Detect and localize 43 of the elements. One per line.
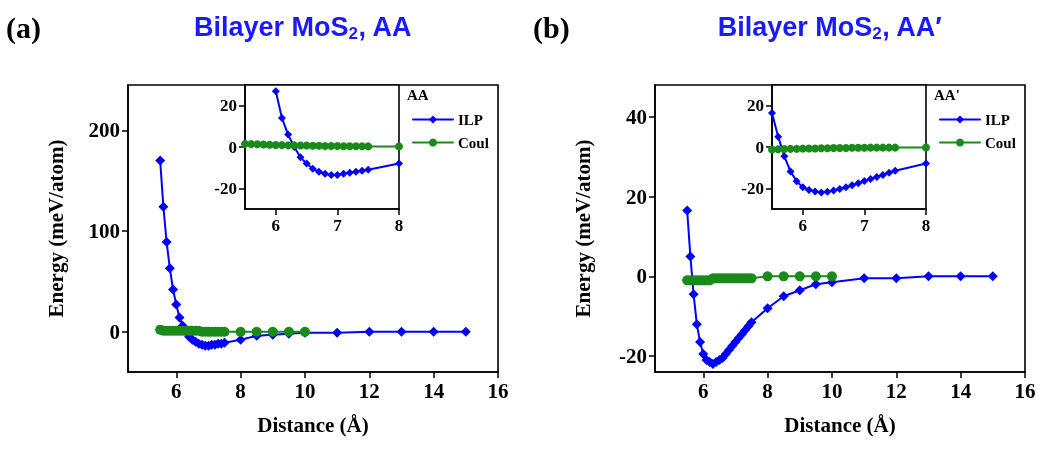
x-tick-label: 8 [921,216,931,235]
y-tick-label: 0 [755,137,764,157]
x-tick-label: 8 [235,378,246,403]
x-tick-label: 7 [333,216,343,235]
y-tick-label: 200 [88,118,120,143]
x-tick-label: 8 [762,378,773,403]
legend-title: AA' [934,86,960,103]
x-tick-label: 14 [423,378,445,403]
x-tick-label: 8 [394,216,404,235]
x-tick-label: 6 [798,216,808,235]
x-tick-label: 6 [271,216,281,235]
y-tick-label: 100 [88,219,120,244]
x-tick-label: 10 [821,378,843,403]
x-tick-label: 16 [487,378,509,403]
y-axis-title: Energy (meV/atom) [570,139,595,318]
x-tick-label: 16 [1014,378,1036,403]
y-tick-label: 20 [747,96,764,116]
legend-label: ILP [985,111,1011,128]
x-axis-title: Distance (Å) [257,412,369,437]
y-axis-title: Energy (meV/atom) [43,139,68,318]
legend-title: AA [407,86,429,103]
y-tick-label: 20 [626,184,647,209]
x-tick-label: 6 [698,378,709,403]
y-tick-label: 0 [109,319,120,344]
x-tick-label: 10 [294,378,316,403]
y-tick-label: 0 [636,264,647,289]
x-tick-label: 14 [950,378,972,403]
y-tick-label: -20 [619,344,647,369]
x-tick-label: 6 [171,378,182,403]
text: (b) [533,10,570,45]
legend-label: ILP [458,111,484,128]
y-tick-label: -20 [741,178,764,198]
x-tick-label: 12 [358,378,380,403]
y-tick-label: 40 [626,104,647,129]
x-tick-label: 7 [860,216,870,235]
legend-label: Coul [458,134,489,151]
y-tick-label: -20 [214,178,237,198]
legend-label: Coul [985,134,1016,151]
y-tick-label: 20 [220,96,237,116]
x-axis-title: Distance (Å) [784,412,896,437]
x-tick-label: 12 [885,378,907,403]
text: (a) [6,10,41,45]
y-tick-label: 0 [228,137,237,157]
